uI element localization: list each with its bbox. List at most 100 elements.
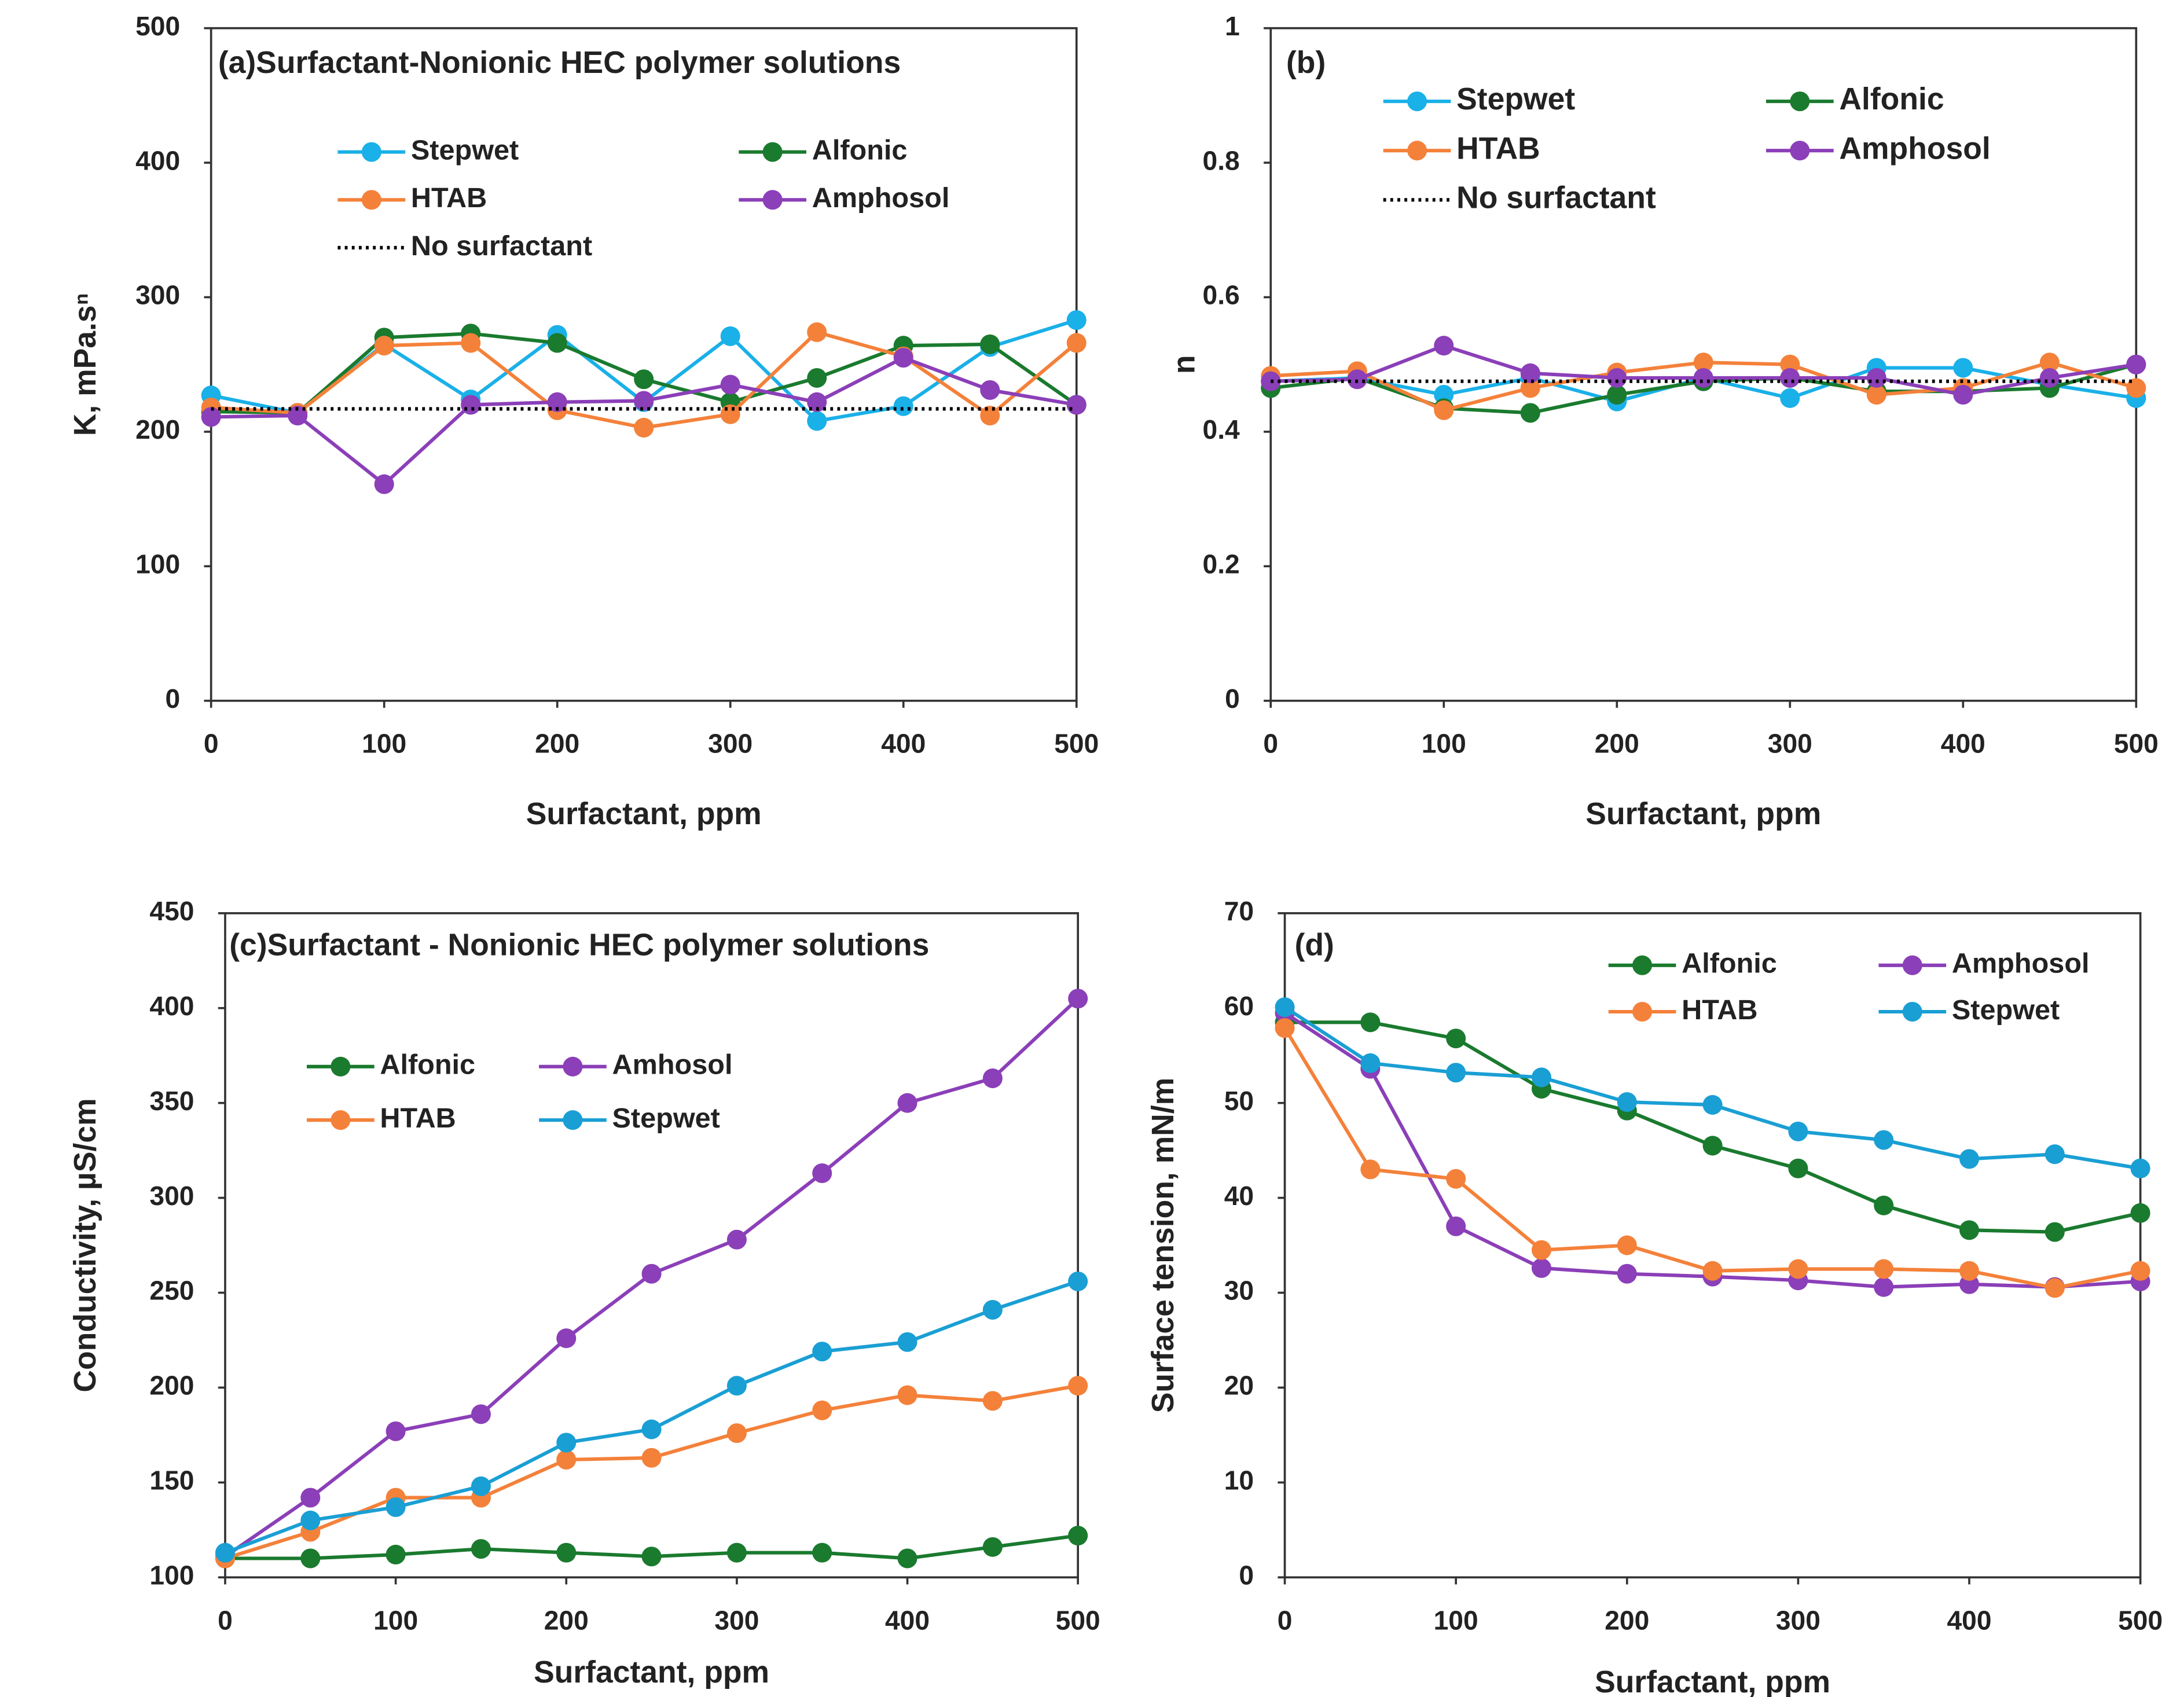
data-point <box>2130 1203 2150 1223</box>
x-tick-label: 500 <box>1054 729 1099 759</box>
data-point <box>2130 1158 2150 1178</box>
y-tick-label: 250 <box>149 1276 194 1306</box>
legend-marker <box>1407 141 1427 161</box>
data-point <box>556 1432 577 1453</box>
data-point <box>897 1093 917 1113</box>
x-tick-label: 400 <box>885 1605 930 1635</box>
data-point <box>1531 1240 1551 1260</box>
data-point <box>807 368 827 388</box>
data-point <box>1607 368 1627 388</box>
legend-label: Amphosol <box>1839 131 1990 166</box>
y-tick-label: 300 <box>149 1181 194 1211</box>
y-tick-label: 60 <box>1224 991 1254 1021</box>
y-tick-label: 70 <box>1224 896 1254 926</box>
data-point <box>1068 989 1088 1009</box>
x-tick-label: 0 <box>1263 729 1278 759</box>
x-axis-label: Surfactant, ppm <box>1585 797 1821 831</box>
y-tick-label: 200 <box>149 1371 194 1401</box>
legend-label: Amphosol <box>1952 948 2090 979</box>
x-tick-label: 300 <box>1768 729 1812 759</box>
y-tick-label: 100 <box>135 549 180 579</box>
data-point <box>471 1476 491 1496</box>
legend-label: Alfonic <box>812 134 908 166</box>
data-point <box>1068 1526 1088 1546</box>
data-point <box>374 336 394 356</box>
data-point <box>1434 400 1454 420</box>
data-point <box>1617 1263 1637 1284</box>
data-point <box>1531 1067 1551 1088</box>
legend-label: HTAB <box>380 1103 456 1134</box>
chart-title: (b) <box>1286 46 1326 80</box>
y-tick-label: 50 <box>1224 1086 1254 1116</box>
legend-marker <box>331 1110 351 1130</box>
data-point <box>1780 388 1800 408</box>
data-point <box>1068 1271 1088 1291</box>
data-point <box>1693 368 1713 388</box>
series-line <box>1284 1020 2141 1234</box>
y-tick-label: 0.8 <box>1203 145 1240 175</box>
data-point <box>807 411 827 431</box>
data-point <box>2039 368 2060 388</box>
x-tick-label: 400 <box>1947 1605 1991 1635</box>
y-tick-label: 0 <box>1239 1560 1254 1590</box>
data-point <box>980 380 1000 400</box>
data-point <box>1788 1121 1808 1141</box>
x-tick-label: 500 <box>2118 1605 2163 1635</box>
data-point <box>720 326 740 346</box>
data-point <box>1959 1149 1980 1169</box>
data-point <box>1866 384 1886 405</box>
data-point <box>641 1547 662 1567</box>
legend-marker <box>762 142 783 162</box>
legend-label: Alfonic <box>1682 948 1777 979</box>
plot-frame <box>224 912 1080 1579</box>
legend-label: Stepwet <box>411 134 519 166</box>
data-point <box>1788 1259 1808 1279</box>
data-point <box>1275 1018 1295 1038</box>
data-point <box>893 348 913 368</box>
legend-label: HTAB <box>1682 994 1757 1026</box>
chart-title: (d) <box>1295 928 1334 962</box>
data-point <box>807 322 827 342</box>
data-point <box>812 1163 832 1183</box>
x-tick-label: 300 <box>1776 1605 1820 1635</box>
y-tick-label: 100 <box>149 1560 194 1590</box>
data-point <box>1347 369 1367 390</box>
data-point <box>386 1544 406 1564</box>
data-point <box>471 1539 491 1559</box>
data-point <box>1068 1376 1088 1396</box>
data-point <box>471 1404 491 1424</box>
data-point <box>300 1487 321 1508</box>
legend-label: Stepwet <box>1952 994 2060 1026</box>
data-point <box>812 1342 832 1362</box>
legend-marker <box>361 190 381 210</box>
y-tick-label: 0.2 <box>1203 549 1240 579</box>
data-point <box>1434 336 1454 356</box>
data-point <box>897 1548 917 1569</box>
data-point <box>1874 1195 1894 1215</box>
data-point <box>1953 384 1973 405</box>
legend-label: Alfonic <box>380 1049 475 1081</box>
data-point <box>1959 1220 1980 1240</box>
data-point <box>641 1448 662 1468</box>
data-point <box>726 1229 747 1250</box>
data-point <box>2039 352 2060 373</box>
y-tick-label: 400 <box>149 991 194 1021</box>
x-tick-label: 0 <box>218 1605 233 1635</box>
legend-label: No surfactant <box>411 230 592 262</box>
y-tick-label: 500 <box>135 11 180 41</box>
x-tick-label: 100 <box>362 729 406 759</box>
legend-marker <box>1632 1001 1653 1022</box>
panel: 100 150 200 250 300 350 400 450 0 100 200 300 400 500… <box>68 896 1100 1689</box>
data-point <box>1874 1130 1894 1150</box>
data-point <box>812 1400 832 1420</box>
y-tick-label: 150 <box>149 1465 194 1496</box>
legend-marker <box>563 1110 583 1130</box>
data-point <box>386 1497 406 1518</box>
data-point <box>2126 378 2146 398</box>
data-point <box>641 1419 662 1439</box>
data-point <box>1520 403 1540 423</box>
data-point <box>1874 1259 1894 1279</box>
legend-label: Alfonic <box>1839 82 1944 116</box>
data-point <box>1360 1159 1381 1180</box>
data-point <box>1520 378 1540 398</box>
